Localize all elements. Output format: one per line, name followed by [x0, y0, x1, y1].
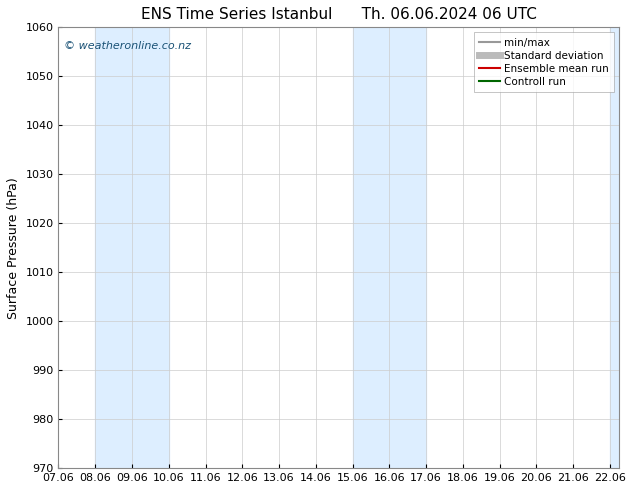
Text: © weatheronline.co.nz: © weatheronline.co.nz: [64, 41, 191, 50]
Title: ENS Time Series Istanbul      Th. 06.06.2024 06 UTC: ENS Time Series Istanbul Th. 06.06.2024 …: [141, 7, 537, 22]
Legend: min/max, Standard deviation, Ensemble mean run, Controll run: min/max, Standard deviation, Ensemble me…: [474, 32, 614, 92]
Bar: [95, 27, 169, 468]
Bar: [610, 27, 619, 468]
Bar: [353, 27, 426, 468]
Y-axis label: Surface Pressure (hPa): Surface Pressure (hPa): [7, 177, 20, 318]
